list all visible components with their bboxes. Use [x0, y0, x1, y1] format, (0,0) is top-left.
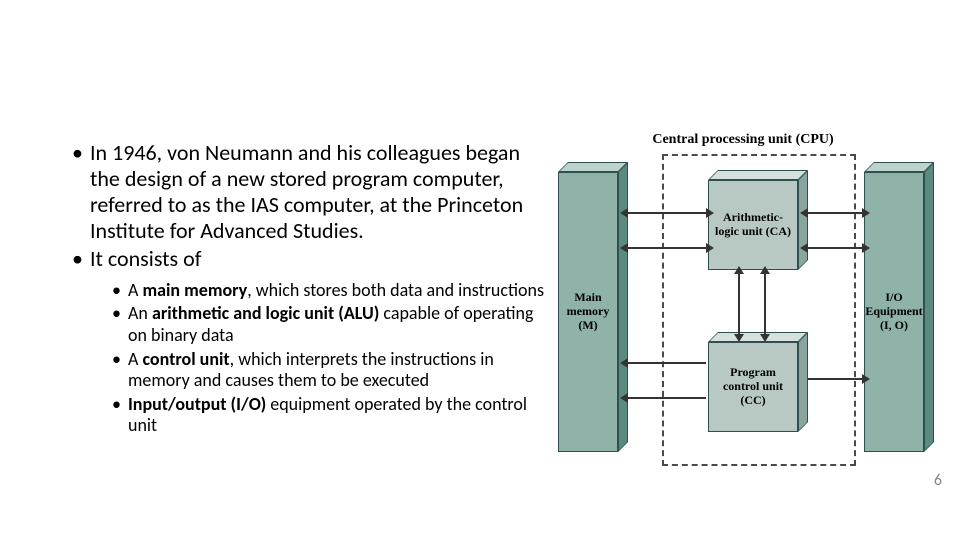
- bullet-text: An arithmetic and logic unit (ALU) capab…: [128, 303, 552, 346]
- bullet-text: A main memory, which stores both data an…: [128, 280, 544, 302]
- bullet-level2: •An arithmetic and logic unit (ALU) capa…: [112, 303, 552, 346]
- bullet-text: It consists of: [90, 246, 201, 272]
- bullet-dot: •: [112, 349, 128, 392]
- pcu-block: Program control unit (CC): [708, 332, 808, 432]
- bullet-text: A control unit, which interprets the ins…: [128, 349, 552, 392]
- arrow: [808, 378, 862, 380]
- bullet-dot: •: [112, 303, 128, 346]
- main_memory-label: Main memory (M): [558, 172, 618, 452]
- arrow: [808, 212, 862, 214]
- slide: • In 1946, von Neumann and his colleague…: [0, 0, 960, 540]
- pcu-label: Program control unit (CC): [708, 342, 798, 432]
- bullet-dot: •: [112, 394, 128, 437]
- bullet-level2: •Input/output (I/O) equipment operated b…: [112, 394, 552, 437]
- arrow: [628, 212, 706, 214]
- bullet-level2: •A control unit, which interprets the in…: [112, 349, 552, 392]
- main_memory-block: Main memory (M): [558, 162, 628, 452]
- text-column: • In 1946, von Neumann and his colleague…: [72, 140, 552, 439]
- bullet-text: Input/output (I/O) equipment operated by…: [128, 394, 552, 437]
- architecture-diagram: Central processing unit (CPU) Main memor…: [558, 132, 928, 482]
- page-number: 6: [934, 471, 942, 490]
- arrow: [628, 397, 706, 399]
- io-block: I/O Equipment (I, O): [864, 162, 934, 452]
- arrow: [808, 247, 862, 249]
- cpu-label: Central processing unit (CPU): [558, 132, 928, 148]
- arrow: [764, 274, 766, 334]
- bullet-level1: • It consists of: [72, 246, 552, 272]
- bullet-dot: •: [72, 140, 90, 244]
- bullet-text: In 1946, von Neumann and his colleagues …: [90, 140, 552, 244]
- alu-block: Arithmetic-logic unit (CA): [708, 170, 808, 270]
- bullet-dot: •: [112, 280, 128, 302]
- bullet-level2: • A main memory, which stores both data …: [112, 280, 552, 302]
- io-label: I/O Equipment (I, O): [864, 172, 924, 452]
- arrow: [738, 274, 740, 334]
- arrow: [628, 362, 706, 364]
- arrow: [628, 247, 706, 249]
- bullet-level1: • In 1946, von Neumann and his colleague…: [72, 140, 552, 244]
- alu-label: Arithmetic-logic unit (CA): [708, 180, 798, 270]
- bullet-dot: •: [72, 246, 90, 272]
